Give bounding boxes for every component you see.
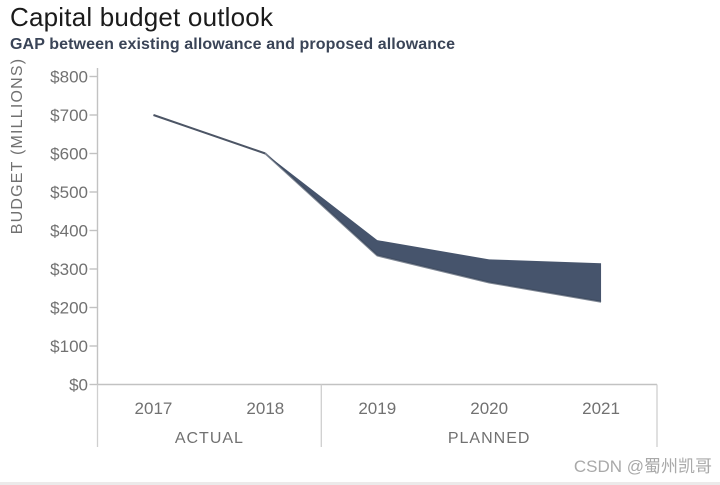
actual-line (153, 114, 266, 155)
gap-band (265, 153, 602, 302)
existing-allowance-edge (264, 152, 602, 303)
y-tick-label: $600 (50, 145, 88, 164)
y-tick-label: $100 (50, 337, 88, 356)
y-tick-label: $300 (50, 260, 88, 279)
y-tick-label: $400 (50, 222, 88, 241)
y-tick-label: $800 (50, 68, 88, 87)
bottom-edge-line (0, 482, 720, 485)
x-year-label: 2021 (582, 399, 620, 418)
x-year-label: 2017 (135, 399, 173, 418)
section-label: PLANNED (448, 430, 531, 447)
x-year-label: 2020 (470, 399, 508, 418)
budget-gap-chart: $0 $100 $200 $300 $400 $500 $600 $700 $800 BUDGET… (9, 58, 658, 447)
x-year-label: 2019 (358, 399, 396, 418)
y-tick-label: $700 (50, 106, 88, 125)
y-axis-title: BUDGET (MILLIONS) (9, 58, 26, 235)
chart-subtitle: GAP between existing allowance and propo… (10, 36, 456, 53)
section-label: ACTUAL (175, 430, 244, 447)
chart-title: Capital budget outlook (10, 2, 274, 32)
x-year-label: 2018 (246, 399, 284, 418)
watermark-text: CSDN @蜀州凯哥 (573, 457, 712, 476)
y-tick-label: $500 (50, 183, 88, 202)
y-tick-label: $200 (50, 299, 88, 318)
y-tick-label: $0 (69, 376, 88, 395)
